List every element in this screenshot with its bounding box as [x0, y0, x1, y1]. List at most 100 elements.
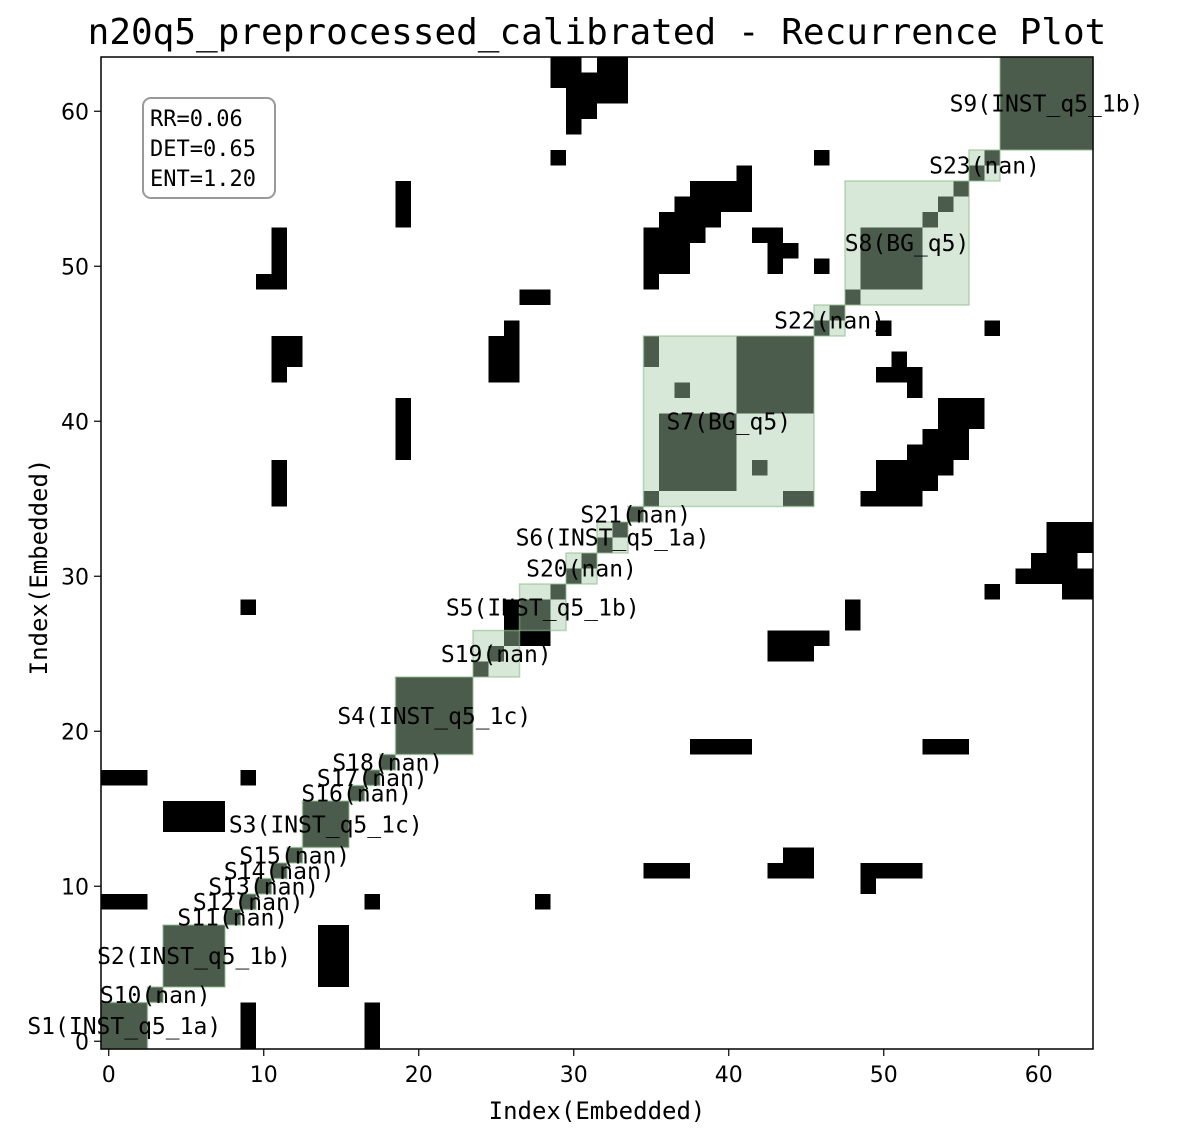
- diagonal-cell: [1062, 72, 1078, 88]
- diagonal-cell: [1031, 103, 1047, 119]
- segment-label: S15(nan): [239, 843, 350, 869]
- diagonal-cell: [178, 956, 194, 972]
- y-tick-label: 0: [75, 1030, 89, 1055]
- diagonal-cell: [752, 382, 768, 398]
- segment-region: [627, 505, 645, 523]
- diagonal-cell: [705, 429, 721, 445]
- diagonal-cell: [209, 925, 225, 941]
- x-tick-label: 60: [1025, 1063, 1053, 1088]
- recurrence-cell: [705, 181, 737, 197]
- recurrence-cell: [938, 398, 985, 429]
- recurrence-cell: [519, 289, 551, 305]
- diagonal-cell: [674, 460, 690, 476]
- recurrence-cell: [953, 444, 969, 460]
- recurrence-cell: [845, 599, 861, 631]
- diagonal-cell: [1015, 119, 1031, 135]
- segment-region: [286, 846, 304, 864]
- recurrence-cell: [1062, 553, 1078, 569]
- diagonal-cell: [287, 847, 303, 863]
- segment-label: S22(nan): [774, 309, 885, 335]
- recurrence-cell: [643, 243, 659, 274]
- recurrence-cell: [395, 398, 411, 460]
- segment-label: S11(nan): [177, 905, 288, 931]
- diagonal-cell: [1077, 57, 1093, 73]
- x-tick-label: 30: [560, 1063, 588, 1088]
- recurrence-cell: [395, 181, 411, 212]
- diagonal-cell: [364, 770, 380, 786]
- recurrence-cell: [752, 227, 783, 243]
- recurrence-cell: [876, 491, 907, 507]
- segment-label: S13(nan): [208, 874, 319, 900]
- diagonal-cell: [1000, 134, 1016, 150]
- segment-label: S2(INST_q5_1b): [97, 944, 291, 970]
- recurrence-cell: [1046, 553, 1062, 569]
- diagonal-cell: [395, 739, 411, 755]
- recurrence-cell: [922, 429, 954, 460]
- diagonal-cell: [736, 398, 752, 414]
- plot-frame: [100, 56, 1094, 1050]
- segment-region: [301, 800, 350, 849]
- segment-region: [270, 862, 288, 880]
- segment-label: S8(BG_q5): [845, 231, 970, 257]
- recurrence-cell: [1031, 568, 1062, 584]
- recurrence-cell: [364, 1018, 380, 1049]
- recurrence-cell: [767, 258, 783, 274]
- diagonal-cell: [891, 243, 907, 259]
- diagonal-cell: [380, 754, 396, 770]
- segment-region: [642, 335, 815, 508]
- diagonal-cell: [240, 894, 256, 910]
- chart-title: n20q5_preprocessed_calibrated - Recurren…: [88, 12, 1107, 53]
- diagonal-cell: [101, 1033, 117, 1049]
- recurrence-cell: [783, 847, 814, 863]
- recurrence-cell: [550, 57, 582, 88]
- segment-label: S6(INST_q5_1a): [516, 526, 710, 552]
- segment-label: S9(INST_q5_1b): [950, 92, 1144, 118]
- recurrence-cell: [674, 382, 690, 398]
- segment-label: S18(nan): [332, 750, 443, 776]
- diagonal-cell: [628, 506, 644, 522]
- recurrence-cell: [101, 894, 132, 910]
- segment-region: [565, 552, 598, 585]
- recurrence-cell: [783, 630, 814, 646]
- segment-region: [596, 521, 629, 554]
- recurrence-cell: [643, 863, 675, 879]
- diagonal-cell: [690, 444, 706, 460]
- diagonal-cell: [302, 832, 318, 848]
- recurrence-cell: [364, 894, 380, 910]
- diagonal-cell: [163, 971, 179, 987]
- diagonal-cell: [984, 150, 1000, 166]
- y-tick-label: 20: [61, 720, 89, 745]
- recurrence-cell: [597, 72, 613, 88]
- recurrence-cell: [814, 258, 830, 274]
- segment-region: [813, 304, 846, 337]
- diagonal-cell: [767, 367, 783, 383]
- recurrence-cell: [240, 770, 256, 786]
- x-tick-label: 50: [870, 1063, 898, 1088]
- segment-region: [348, 784, 366, 802]
- segment-region: [162, 924, 226, 988]
- y-tick-label: 40: [61, 410, 89, 435]
- recurrence-cell: [101, 770, 132, 786]
- segment-label: S14(nan): [224, 859, 335, 885]
- x-tick-label: 0: [102, 1063, 116, 1088]
- segment-label: S19(nan): [441, 642, 552, 668]
- diagonal-cell: [659, 475, 675, 491]
- diagonal-cell: [550, 584, 566, 600]
- segment-region: [224, 908, 242, 926]
- diagonal-cell: [581, 553, 597, 569]
- segment-label: S16(nan): [301, 781, 412, 807]
- recurrence-cell: [566, 88, 582, 135]
- y-tick-label: 30: [61, 565, 89, 590]
- segment-label: S23(nan): [929, 154, 1040, 180]
- recurrence-cell: [860, 491, 876, 507]
- diagonal-cell: [783, 351, 799, 367]
- diagonal-cell: [132, 1002, 148, 1018]
- recurrence-cell: [690, 739, 752, 755]
- recurrence-cell: [860, 878, 876, 894]
- recurrence-cell: [643, 336, 659, 367]
- recurrence-cell: [659, 243, 690, 274]
- recurrence-cell: [1062, 522, 1093, 538]
- recurrence-cell: [922, 460, 954, 476]
- diagonal-cell: [829, 305, 845, 321]
- recurrence-cell: [783, 863, 814, 879]
